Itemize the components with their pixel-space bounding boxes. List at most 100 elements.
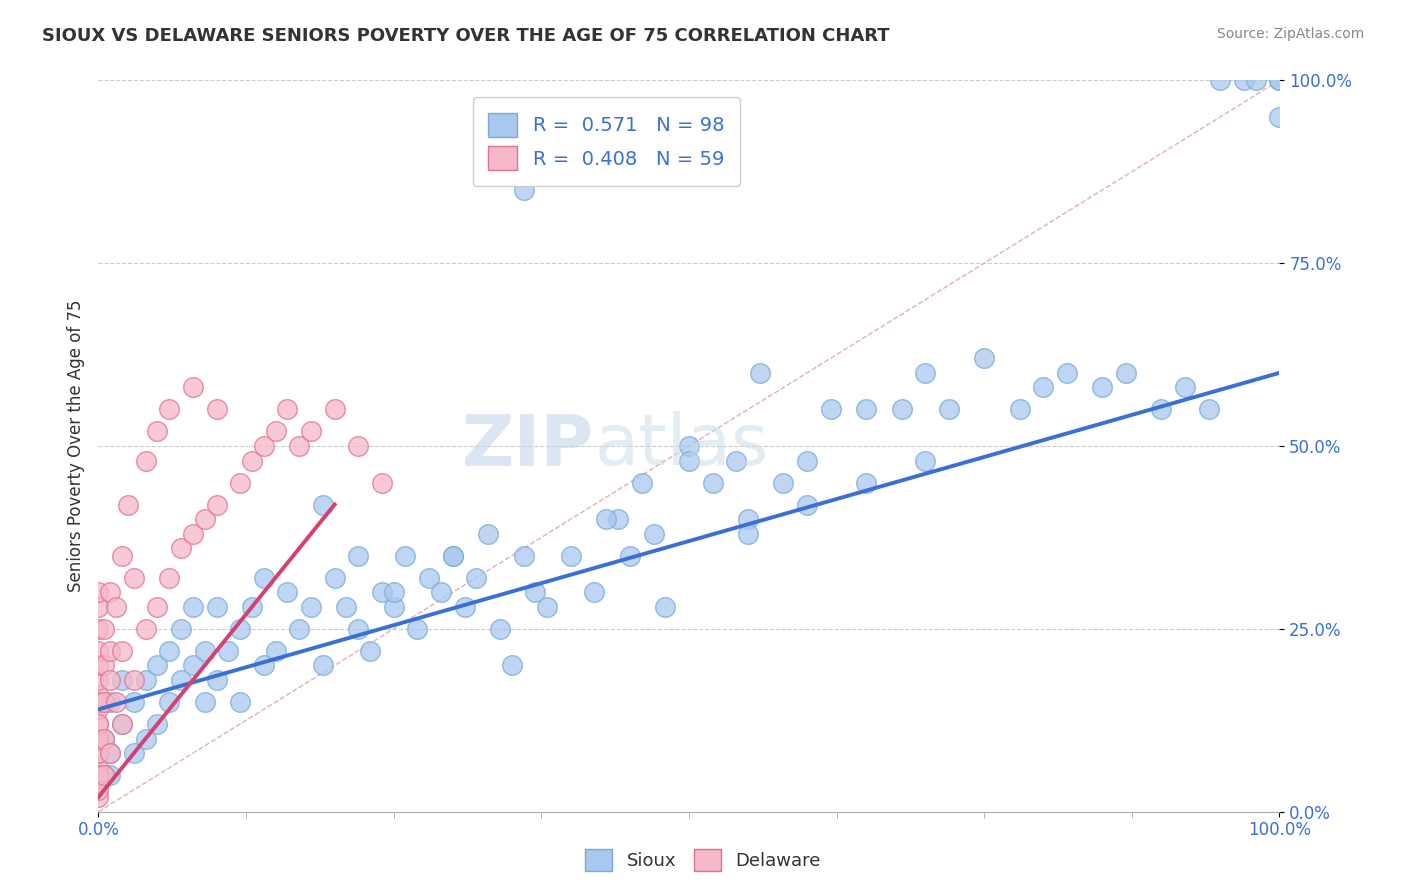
Point — [93, 731, 115, 746]
Point — [240, 453, 263, 467]
Point — [489, 622, 512, 636]
Point — [87, 717, 110, 731]
Point — [87, 731, 110, 746]
Point — [619, 549, 641, 563]
Point — [98, 695, 121, 709]
Point — [98, 746, 121, 760]
Point — [855, 475, 877, 490]
Point — [264, 425, 287, 439]
Point — [117, 498, 139, 512]
Point — [382, 599, 405, 614]
Point — [135, 673, 157, 687]
Point — [382, 585, 405, 599]
Point — [181, 380, 204, 394]
Point — [1244, 73, 1267, 87]
Point — [276, 585, 298, 599]
Point — [288, 439, 311, 453]
Point — [170, 622, 193, 636]
Point — [98, 644, 121, 658]
Point — [194, 644, 217, 658]
Point — [87, 688, 110, 702]
Point — [855, 402, 877, 417]
Point — [240, 599, 263, 614]
Point — [654, 599, 676, 614]
Point — [157, 571, 180, 585]
Point — [312, 658, 335, 673]
Point — [772, 475, 794, 490]
Point — [229, 622, 252, 636]
Point — [93, 731, 115, 746]
Point — [93, 768, 115, 782]
Point — [111, 549, 134, 563]
Point — [93, 695, 115, 709]
Point — [394, 549, 416, 563]
Point — [146, 599, 169, 614]
Point — [288, 622, 311, 636]
Point — [347, 622, 370, 636]
Point — [87, 717, 110, 731]
Point — [1091, 380, 1114, 394]
Point — [406, 622, 429, 636]
Point — [111, 644, 134, 658]
Point — [264, 644, 287, 658]
Point — [299, 599, 322, 614]
Text: atlas: atlas — [595, 411, 769, 481]
Point — [1115, 366, 1137, 380]
Point — [87, 599, 110, 614]
Point — [796, 453, 818, 467]
Point — [678, 453, 700, 467]
Point — [560, 549, 582, 563]
Point — [630, 475, 652, 490]
Point — [323, 571, 346, 585]
Point — [465, 571, 488, 585]
Point — [93, 622, 115, 636]
Point — [87, 746, 110, 760]
Point — [93, 658, 115, 673]
Point — [98, 673, 121, 687]
Text: Source: ZipAtlas.com: Source: ZipAtlas.com — [1216, 27, 1364, 41]
Point — [512, 183, 534, 197]
Point — [105, 599, 128, 614]
Point — [748, 366, 770, 380]
Point — [181, 526, 204, 541]
Point — [607, 512, 630, 526]
Point — [441, 549, 464, 563]
Point — [87, 768, 110, 782]
Point — [441, 549, 464, 563]
Point — [111, 673, 134, 687]
Point — [105, 695, 128, 709]
Point — [205, 599, 228, 614]
Point — [938, 402, 960, 417]
Point — [1150, 402, 1173, 417]
Point — [1056, 366, 1078, 380]
Point — [98, 746, 121, 760]
Point — [1198, 402, 1220, 417]
Point — [501, 658, 523, 673]
Y-axis label: Seniors Poverty Over the Age of 75: Seniors Poverty Over the Age of 75 — [66, 300, 84, 592]
Point — [312, 498, 335, 512]
Point — [524, 585, 547, 599]
Text: SIOUX VS DELAWARE SENIORS POVERTY OVER THE AGE OF 75 CORRELATION CHART: SIOUX VS DELAWARE SENIORS POVERTY OVER T… — [42, 27, 890, 45]
Point — [1268, 110, 1291, 124]
Point — [135, 453, 157, 467]
Point — [359, 644, 381, 658]
Point — [146, 425, 169, 439]
Point — [135, 731, 157, 746]
Point — [87, 782, 110, 797]
Point — [122, 695, 145, 709]
Point — [347, 439, 370, 453]
Point — [595, 512, 617, 526]
Point — [217, 644, 239, 658]
Point — [430, 585, 453, 599]
Point — [1233, 73, 1256, 87]
Point — [1008, 402, 1031, 417]
Point — [702, 475, 724, 490]
Point — [157, 695, 180, 709]
Point — [890, 402, 912, 417]
Text: ZIP: ZIP — [463, 411, 595, 481]
Point — [98, 768, 121, 782]
Point — [87, 775, 110, 789]
Point — [643, 526, 665, 541]
Point — [229, 695, 252, 709]
Point — [347, 549, 370, 563]
